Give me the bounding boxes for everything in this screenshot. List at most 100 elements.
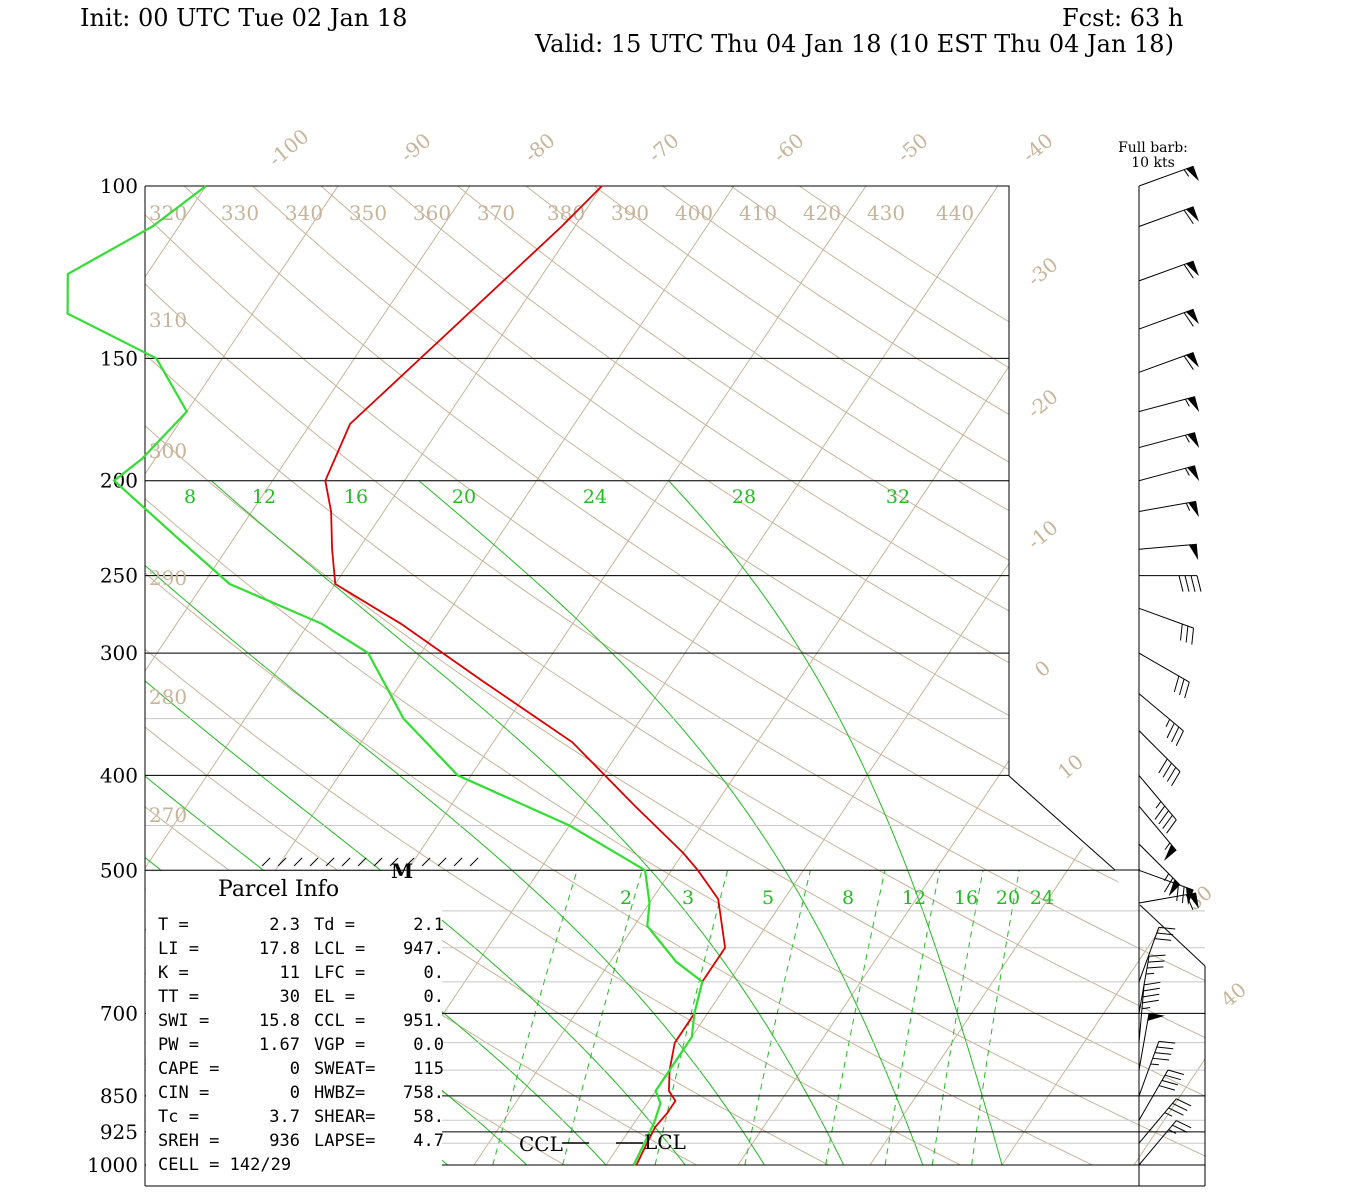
wind-barb: [1138, 1098, 1192, 1144]
mixing-ratio-label: 20: [452, 486, 476, 508]
barb-tick: [1142, 993, 1160, 998]
temperature-label: -10: [1022, 515, 1062, 554]
temperature-label: 40: [1216, 977, 1251, 1012]
barb-tick: [1166, 722, 1175, 739]
barb-staff: [1138, 352, 1194, 373]
frame-upper: [145, 185, 1010, 776]
barb-tick: [1171, 726, 1180, 743]
frame-connector: [1008, 775, 1140, 871]
barb-flag: [1187, 396, 1200, 413]
hatch-mark: [437, 857, 447, 867]
barb-tick: [1173, 675, 1180, 693]
hatch-mark: [325, 857, 335, 867]
theta-label: 340: [285, 201, 323, 225]
barb-tick: [1167, 1069, 1184, 1075]
barb-tick: [1171, 771, 1181, 787]
parcel-label: CCL =: [314, 1011, 365, 1031]
parcel-value: 4.7: [413, 1131, 444, 1151]
theta-label: 360: [413, 201, 451, 225]
barb-half-tick: [1164, 842, 1171, 850]
mixing-ratio-label: 32: [886, 486, 910, 508]
barb-legend-line2: 10 kts: [1131, 155, 1175, 171]
parcel-value: 30: [280, 987, 300, 1007]
temperature-label: 0: [1030, 655, 1055, 682]
mixing-ratio-label: 24: [1030, 887, 1054, 909]
parcel-value: 58.: [413, 1107, 444, 1127]
parcel-value: 0: [290, 1083, 300, 1103]
wind-barb: [1138, 926, 1176, 983]
barb-half-tick: [1184, 434, 1190, 443]
barb-tick: [1143, 981, 1161, 986]
barb-flag: [1164, 844, 1177, 861]
mixing-ratio-label: 20: [996, 887, 1020, 909]
mixing-ratio-line: [931, 870, 984, 1166]
isotherm-line: [145, 186, 339, 1166]
wind-barb: [1138, 206, 1199, 227]
wind-barb: [1138, 981, 1161, 1043]
mixing-ratio-label: 5: [762, 887, 774, 909]
temperature-label: -80: [519, 128, 559, 167]
parcel-value: 17.8: [259, 939, 300, 959]
barb-staff: [1138, 869, 1194, 891]
barb-tick: [1154, 805, 1166, 820]
wind-barb: [1138, 1040, 1176, 1097]
barb-tick: [1143, 987, 1160, 992]
barb-tick: [1179, 678, 1185, 696]
mixing-ratio-label: 16: [954, 887, 978, 909]
isotherm-line: [1001, 186, 1205, 1166]
parcel-label: LI =: [158, 939, 199, 959]
barb-tick: [1158, 758, 1168, 774]
barb-flag: [1147, 1013, 1165, 1021]
hatch-mark: [453, 857, 463, 867]
temperature-label: -20: [1022, 384, 1062, 423]
barb-tick: [1158, 926, 1176, 930]
barb-tick: [1176, 884, 1179, 902]
barb-staff: [1138, 730, 1181, 772]
barb-tick: [1172, 1124, 1188, 1133]
parcel-label: EL =: [314, 987, 355, 1007]
wind-barb: [1138, 652, 1190, 699]
barb-tick: [1196, 575, 1202, 592]
temperature-label: -70: [643, 128, 683, 167]
hatch-mark: [277, 857, 287, 867]
mixing-ratio-label: 24: [583, 486, 607, 508]
barb-tick: [1183, 312, 1194, 327]
temperature-label: -60: [768, 128, 808, 167]
mixing-ratio-label: 16: [344, 486, 368, 508]
parcel-label: CIN =: [158, 1083, 209, 1103]
barb-tick: [1184, 575, 1190, 592]
barb-staff: [1138, 652, 1190, 683]
barb-tick: [1176, 1098, 1192, 1107]
parcel-label: SWEAT=: [314, 1059, 375, 1079]
parcel-value: 15.8: [259, 1011, 300, 1031]
hatch-mark: [373, 857, 383, 867]
temperature-label: -50: [892, 128, 932, 167]
theta-label: 310: [149, 308, 187, 332]
barb-flag: [1185, 309, 1199, 325]
pressure-label: 850: [100, 1084, 138, 1108]
barb-staff: [1138, 607, 1194, 629]
parcel-label: Tc =: [158, 1107, 199, 1127]
temperature-label: -90: [395, 128, 435, 167]
parcel-value: 11: [280, 963, 300, 983]
parcel-value: 758.: [403, 1083, 444, 1103]
hatch-mark: [293, 857, 303, 867]
parcel-value: 947.: [403, 939, 444, 959]
barb-half-tick: [1185, 502, 1191, 511]
pressure-label: 250: [100, 564, 138, 588]
pressure-label: 500: [100, 858, 138, 882]
barb-tick: [1168, 1107, 1184, 1116]
hatch-mark: [405, 857, 415, 867]
theta-label: 420: [803, 201, 841, 225]
hatch-mark: [469, 857, 479, 867]
parcel-value: 2.3: [269, 915, 300, 935]
temperature-trace: [324, 185, 727, 1166]
wind-barb: [1138, 500, 1199, 518]
mixing-ratio-label: 12: [252, 486, 276, 508]
barb-tick: [1172, 1102, 1188, 1112]
parcel-label: CELL = 142/29: [158, 1155, 291, 1175]
barb-staff: [1138, 693, 1184, 732]
parcel-value: 2.1: [413, 915, 444, 935]
isotherm-line: [145, 186, 603, 1166]
parcel-value: 936: [269, 1131, 300, 1151]
